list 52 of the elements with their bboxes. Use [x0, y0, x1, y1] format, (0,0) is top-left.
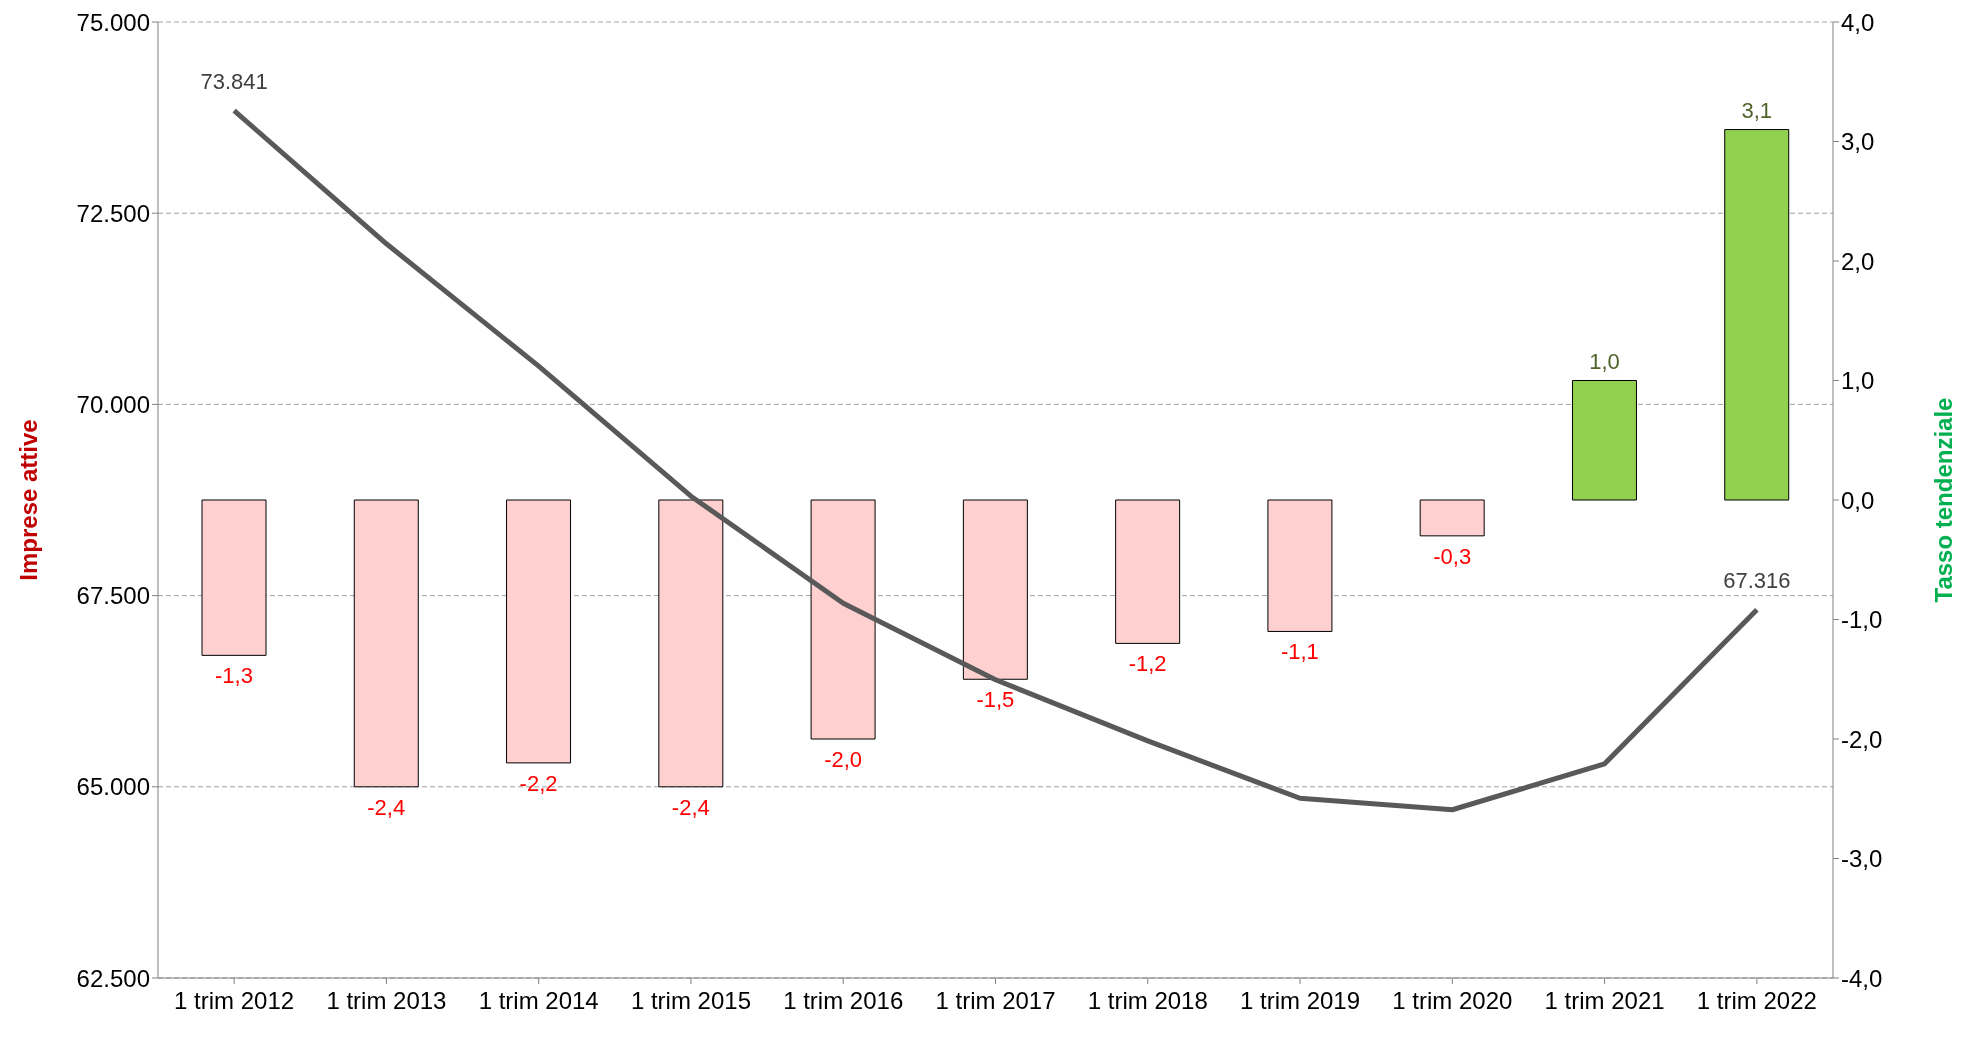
x-tick-label: 1 trim 2015 [630, 987, 751, 1015]
y2-tick-label: -3,0 [1841, 845, 1883, 873]
y2-tick-label: 2,0 [1841, 247, 1875, 275]
y2-axis-title: Tasso tendenziale [1929, 397, 1957, 603]
bar [1419, 499, 1485, 537]
bar [1267, 499, 1333, 632]
x-tick-label: 1 trim 2016 [783, 987, 904, 1015]
data-label: 3,1 [1741, 97, 1773, 123]
data-label: -1,3 [215, 663, 253, 689]
y-tick-label: 62.500 [76, 964, 150, 992]
data-label: -0,3 [1433, 543, 1472, 569]
x-tick-label: 1 trim 2017 [935, 987, 1056, 1015]
y-axis-title: Imprese attive [14, 419, 42, 581]
bar [1571, 380, 1637, 501]
y2-tick-label: -4,0 [1841, 964, 1883, 992]
bar [1724, 129, 1790, 501]
x-tick-label: 1 trim 2022 [1696, 987, 1817, 1015]
x-tick-label: 1 trim 2013 [326, 987, 447, 1015]
data-label: 1,0 [1589, 348, 1620, 374]
bar [1115, 499, 1181, 644]
y-tick-label: 67.500 [76, 582, 150, 610]
x-tick-label: 1 trim 2021 [1544, 987, 1665, 1015]
data-label: -2,2 [519, 770, 558, 796]
data-label: -2,0 [824, 747, 863, 772]
data-label: 73.841 [200, 68, 268, 94]
data-label: -2,4 [367, 794, 406, 820]
x-tick-label: 1 trim 2020 [1392, 987, 1513, 1015]
x-tick-label: 1 trim 2014 [478, 987, 599, 1015]
x-tick-label: 1 trim 2018 [1087, 987, 1208, 1015]
bar [962, 499, 1028, 680]
y2-tick-label: -1,0 [1841, 606, 1883, 634]
bar [201, 499, 267, 656]
y2-tick-label: -2,0 [1841, 725, 1883, 753]
data-label: -2,4 [671, 794, 710, 820]
y2-tick-label: 1,0 [1841, 367, 1875, 395]
bar [810, 499, 876, 740]
y-tick-label: 65.000 [76, 773, 150, 801]
y-tick-label: 75.000 [76, 8, 150, 36]
bar [658, 499, 724, 788]
bar [353, 499, 419, 788]
data-label: -1,2 [1128, 651, 1167, 677]
bar [506, 499, 572, 764]
x-tick-label: 1 trim 2019 [1240, 987, 1361, 1015]
data-label: -1,5 [976, 687, 1015, 713]
y2-tick-label: 4,0 [1841, 8, 1875, 36]
data-label: 67.316 [1723, 567, 1791, 593]
data-label: -1,1 [1280, 639, 1319, 665]
y2-tick-label: 3,0 [1841, 128, 1875, 156]
y2-tick-label: 0,0 [1841, 486, 1875, 514]
y-tick-label: 70.000 [76, 390, 150, 418]
x-tick-label: 1 trim 2012 [174, 987, 295, 1015]
y-tick-label: 72.500 [76, 199, 150, 227]
